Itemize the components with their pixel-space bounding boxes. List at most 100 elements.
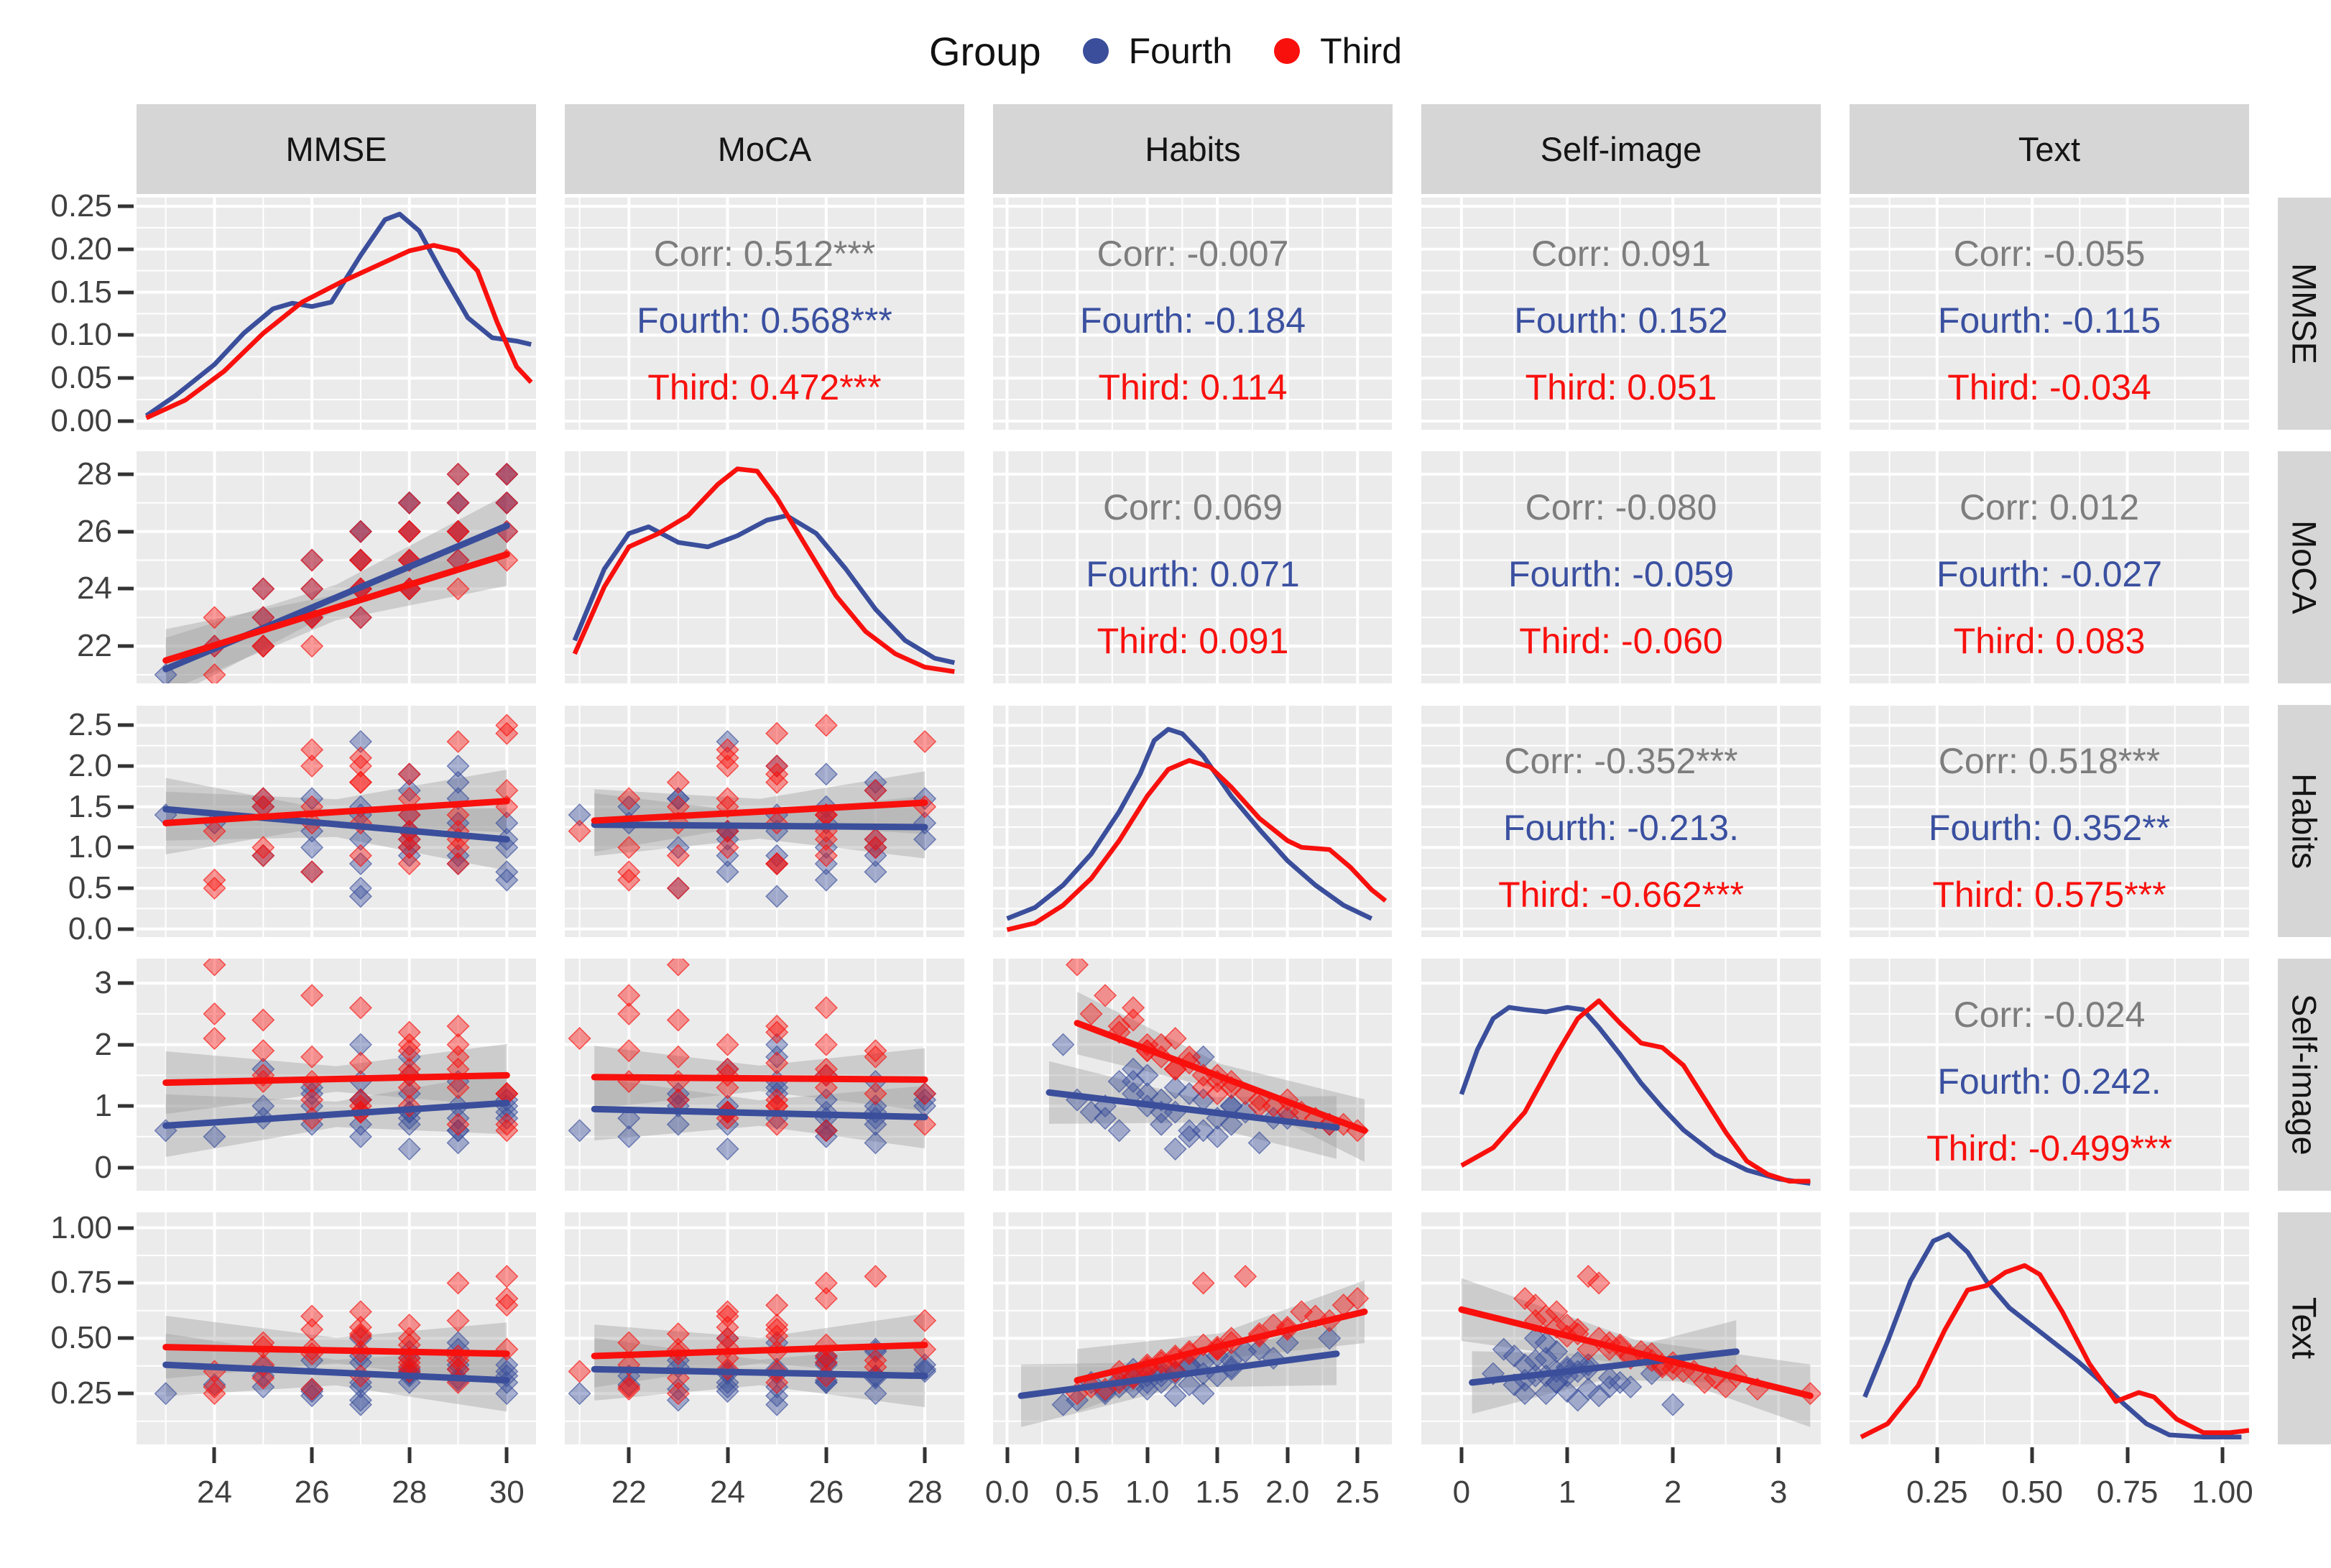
x-tick-label: 2.0 <box>1265 1475 1310 1510</box>
scatter-point-fourth <box>495 1107 519 1130</box>
y-tick-label: 0.0 <box>68 910 112 946</box>
x-tick-label: 1.0 <box>1125 1475 1170 1510</box>
y-tick-label: 2.5 <box>68 707 112 743</box>
scatter-point-fourth <box>495 860 519 884</box>
x-tick-mark <box>824 1447 828 1463</box>
x-tick-mark <box>1776 1447 1781 1463</box>
scatter-point-fourth <box>765 1045 789 1069</box>
scatter-point-third <box>251 577 275 601</box>
column-strip-self-image: Self-image <box>1421 104 1850 198</box>
panel-Habits-vs-Self-image: Corr: -0.352*** Fourth: -0.213. Third: -0.… <box>1421 705 1850 959</box>
panel-MoCA-vs-Text: Corr: 0.012 Fourth: -0.027 Third: 0.083 <box>1850 451 2278 705</box>
scatter-point-third <box>300 754 324 778</box>
scatter-point-fourth <box>154 1119 177 1143</box>
scatter-point-fourth <box>864 844 887 867</box>
scatter-point-fourth <box>446 844 470 867</box>
scatter-point-third <box>349 520 372 543</box>
regression-line-third <box>1458 1306 1814 1399</box>
scatter-point-fourth <box>349 1393 372 1416</box>
scatter-point-third <box>814 1286 838 1311</box>
scatter-point-fourth <box>617 795 641 818</box>
row-strip-Habits: Habits <box>2278 705 2331 937</box>
regression-line-fourth <box>1017 1350 1340 1399</box>
scatter-point-third <box>300 860 324 884</box>
correlation-third: Third: -0.499*** <box>1926 1128 2172 1168</box>
scatter-point-third <box>568 1360 591 1383</box>
x-tick-mark <box>1355 1447 1360 1463</box>
panel-MMSE-vs-Text: Corr: -0.055 Fourth: -0.115 Third: -0.034 <box>1850 198 2278 451</box>
scatter-point-third <box>397 1020 421 1044</box>
scatter-point-third <box>716 738 739 762</box>
panel-MoCA-vs-MMSE <box>137 451 565 705</box>
y-tick-mark <box>118 981 134 985</box>
legend-title: Group <box>928 28 1041 74</box>
scatter-point-third <box>1079 1002 1103 1025</box>
fourth-group-dot-icon <box>1082 38 1109 64</box>
scatter-point-third <box>666 770 690 794</box>
y-tick-label: 0.5 <box>68 870 112 905</box>
correlation-overall: Corr: -0.055 <box>1954 234 2146 274</box>
scatter-point-fourth <box>397 844 421 867</box>
scatter-point-fourth <box>913 1094 937 1118</box>
scatter-point-third <box>765 852 789 876</box>
scatter-point-fourth <box>1492 1337 1515 1361</box>
scatter-point-fourth <box>1191 1382 1215 1406</box>
scatter-point-fourth <box>617 1373 641 1397</box>
y-tick-mark <box>118 845 134 849</box>
column-strip-moca: MoCA <box>565 104 993 198</box>
panel-plot: Corr: -0.055 Fourth: -0.115 Third: -0.034 <box>1850 198 2249 430</box>
density-curve-third <box>1006 757 1388 932</box>
scatter-point-third <box>446 1076 470 1099</box>
corner-spacer <box>0 104 137 198</box>
scatter-point-third <box>203 868 226 892</box>
scatter-point-third <box>617 836 641 859</box>
scatter-point-fourth <box>397 1137 421 1161</box>
scatter-point-third <box>495 1293 519 1317</box>
scatter-point-fourth <box>349 885 372 908</box>
x-tick-mark <box>627 1447 631 1463</box>
y-tick-mark <box>118 204 134 208</box>
density-curve-third <box>572 466 955 674</box>
y-tick-mark <box>118 927 134 931</box>
scatter-point-third <box>300 984 324 1007</box>
scatter-point-third <box>1693 1370 1717 1394</box>
panel-plot: Corr: -0.080 Fourth: -0.059 Third: -0.060 <box>1421 451 1821 683</box>
scatter-point-fourth <box>1094 1107 1117 1130</box>
y-tick-label: 1.00 <box>50 1209 112 1245</box>
correlation-fourth: Fourth: 0.242. <box>1937 1061 2161 1102</box>
correlation-overall: Corr: -0.007 <box>1097 234 1289 274</box>
panel-Habits-vs-Text: Corr: 0.518*** Fourth: 0.352** Third: 0.57… <box>1850 705 2278 959</box>
scatter-point-third <box>814 1119 838 1143</box>
scatter-point-fourth <box>617 1125 641 1148</box>
scatter-point-third <box>251 844 275 867</box>
row-strip-MMSE: MMSE <box>2278 198 2331 430</box>
scatter-point-third <box>495 1286 519 1311</box>
scatter-point-fourth <box>864 1382 887 1406</box>
scatter-point-fourth <box>495 1353 519 1377</box>
scatter-point-fourth <box>666 1082 690 1106</box>
scatter-point-third <box>716 787 739 811</box>
scatter-point-fourth <box>446 754 470 778</box>
scatter-point-third <box>617 1331 641 1355</box>
panel-Self-image-vs-Self-image <box>1421 959 1850 1212</box>
correlation-fourth: Fourth: -0.115 <box>1938 300 2161 341</box>
regression-line-third <box>162 551 510 664</box>
panel-plot <box>565 959 964 1191</box>
scatter-point-fourth <box>1661 1393 1685 1416</box>
scatter-point-fourth <box>765 844 789 867</box>
scatter-point-third <box>446 520 470 543</box>
panel-MoCA-vs-Self-image: Corr: -0.080 Fourth: -0.059 Third: -0.060 <box>1421 451 1850 705</box>
y-axis-MoCA: 22 24 26 28 <box>0 451 137 683</box>
scatter-point-fourth <box>251 1057 275 1081</box>
y-tick-label: 1.5 <box>68 788 112 824</box>
panel-background <box>1421 1212 1821 1444</box>
column-strip-mmse: MMSE <box>137 104 565 198</box>
scatter-point-third <box>446 836 470 859</box>
x-tick-label: 0 <box>1452 1475 1471 1510</box>
scatter-point-fourth <box>716 729 739 754</box>
scatter-point-fourth <box>349 1033 372 1056</box>
density-curve-fourth <box>1006 727 1373 921</box>
scatter-point-third <box>251 1008 275 1032</box>
scatter-point-third <box>617 860 641 884</box>
legend-item-label: Third <box>1320 31 1403 71</box>
